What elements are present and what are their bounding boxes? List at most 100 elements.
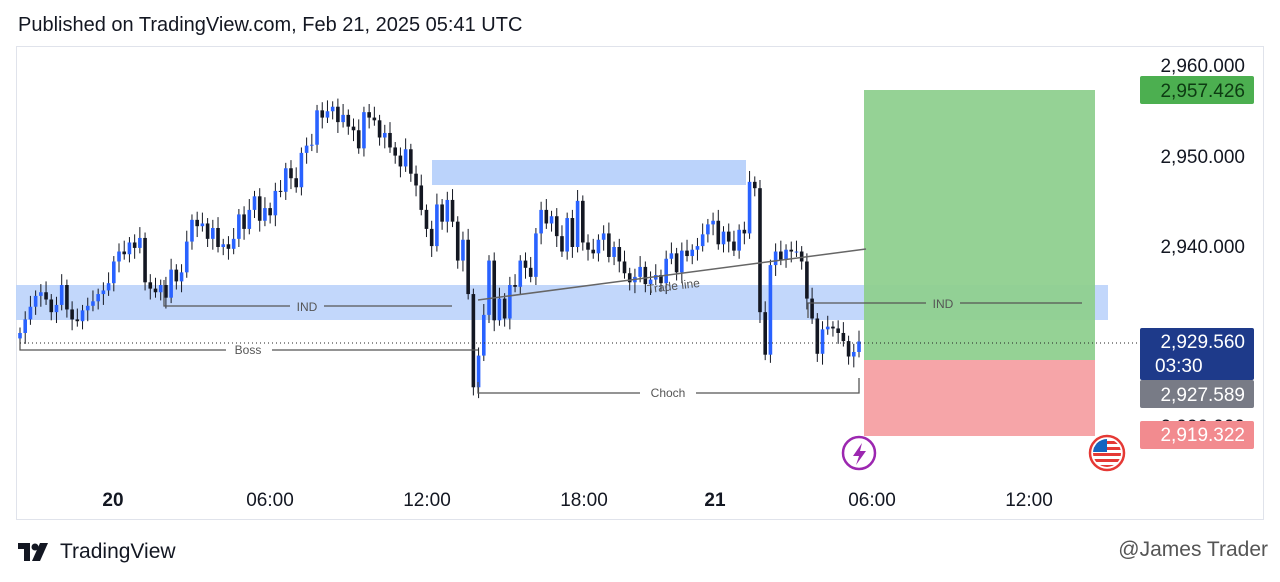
candle-body bbox=[268, 208, 272, 216]
candle-body bbox=[409, 149, 413, 174]
candle-body bbox=[325, 111, 330, 118]
ind-left-label: IND bbox=[297, 300, 318, 314]
candle-body bbox=[768, 265, 773, 355]
target-tag-bg bbox=[1140, 76, 1254, 104]
author-watermark: @James Trader bbox=[1118, 538, 1268, 561]
candle-body bbox=[330, 106, 335, 112]
tradingview-brand[interactable]: TradingView bbox=[18, 540, 176, 564]
candle-body bbox=[810, 298, 814, 319]
candle-body bbox=[315, 110, 319, 145]
candle-body bbox=[278, 190, 283, 192]
candle-body bbox=[815, 318, 820, 354]
candle-body bbox=[581, 200, 585, 243]
candle-body bbox=[18, 332, 22, 339]
candle-body bbox=[356, 130, 361, 149]
candle-body bbox=[857, 341, 861, 352]
candle-body bbox=[195, 219, 199, 227]
candle-body bbox=[91, 301, 95, 306]
candle-body bbox=[445, 199, 450, 222]
brand-name: TradingView bbox=[60, 540, 176, 563]
candle-body bbox=[65, 285, 69, 310]
y-tick-2960: 2,960.000 bbox=[1160, 56, 1245, 77]
candle-body bbox=[612, 247, 616, 257]
lightning-icon[interactable] bbox=[841, 435, 877, 471]
candle-body bbox=[200, 223, 205, 227]
trade-line[interactable] bbox=[477, 248, 867, 301]
candle-body bbox=[726, 231, 731, 242]
us-flag-icon[interactable] bbox=[1088, 434, 1126, 472]
candle-body bbox=[534, 233, 538, 277]
supply-zone bbox=[432, 160, 746, 185]
candle-body bbox=[257, 196, 262, 221]
candle-body bbox=[382, 132, 387, 138]
y-tick-2940: 2,940.000 bbox=[1160, 237, 1245, 258]
candle-body bbox=[789, 249, 794, 252]
candle-body bbox=[450, 199, 455, 222]
x-label-1200b: 12:00 bbox=[1005, 490, 1053, 511]
candle-body bbox=[742, 229, 747, 234]
candle-body bbox=[226, 244, 231, 249]
stop-zone bbox=[864, 360, 1095, 436]
candle-body bbox=[320, 110, 325, 118]
candle-body bbox=[732, 241, 736, 251]
candle-body bbox=[794, 251, 799, 253]
current-tag: 2,929.560 bbox=[1160, 332, 1245, 353]
x-label-1200: 12:00 bbox=[403, 490, 451, 511]
candle-body bbox=[143, 237, 147, 283]
candle-body bbox=[122, 251, 127, 255]
candle-body bbox=[299, 152, 304, 188]
candle-body bbox=[336, 106, 340, 123]
entry-tag: 2,927.589 bbox=[1160, 385, 1245, 406]
candle-body bbox=[221, 244, 226, 247]
candle-body bbox=[85, 305, 90, 311]
candle-body bbox=[617, 247, 622, 262]
candle-body bbox=[106, 283, 111, 291]
candle-body bbox=[523, 260, 528, 268]
candle-body bbox=[669, 253, 674, 259]
candle-body bbox=[153, 288, 158, 293]
candle-body bbox=[591, 249, 596, 254]
candle-body bbox=[424, 209, 429, 229]
candle-body bbox=[481, 314, 486, 356]
candle-body bbox=[487, 260, 491, 315]
stop-tag-bg bbox=[1140, 421, 1254, 449]
candle-body bbox=[242, 214, 246, 229]
candle-body bbox=[70, 309, 74, 320]
candle-body bbox=[711, 220, 715, 225]
candle-body bbox=[247, 209, 252, 229]
candle-body bbox=[252, 196, 257, 210]
candle-body bbox=[273, 190, 278, 216]
candle-body bbox=[184, 241, 189, 273]
candle-body bbox=[596, 239, 601, 254]
candle-body bbox=[80, 310, 85, 322]
candle-body bbox=[216, 227, 220, 247]
candle-body bbox=[851, 351, 856, 357]
entry-tag-bg bbox=[1140, 380, 1254, 408]
candle-body bbox=[377, 120, 382, 138]
candle-body bbox=[784, 249, 788, 260]
candle-body bbox=[75, 319, 80, 322]
chart-frame bbox=[16, 46, 1264, 520]
candle-body bbox=[148, 282, 153, 289]
candle-body bbox=[799, 251, 804, 262]
candle-body bbox=[169, 269, 173, 298]
candle-body bbox=[237, 214, 241, 239]
candle-body bbox=[747, 181, 752, 234]
candle-body bbox=[492, 260, 497, 321]
candle-body bbox=[752, 181, 757, 189]
candle-body bbox=[508, 285, 512, 319]
candle-body bbox=[461, 239, 465, 261]
candle-body bbox=[429, 228, 434, 247]
ind-right-label: IND bbox=[933, 297, 954, 311]
candle-body bbox=[117, 251, 121, 262]
candle-body bbox=[554, 216, 559, 237]
x-label-0600b: 06:00 bbox=[848, 490, 896, 511]
candle-body bbox=[23, 319, 28, 333]
candle-body bbox=[841, 332, 846, 342]
candle-body bbox=[127, 242, 132, 255]
x-label-21: 21 bbox=[704, 490, 726, 511]
x-label-0600: 06:00 bbox=[246, 490, 294, 511]
candle-body bbox=[158, 285, 163, 293]
candle-body bbox=[362, 112, 366, 149]
